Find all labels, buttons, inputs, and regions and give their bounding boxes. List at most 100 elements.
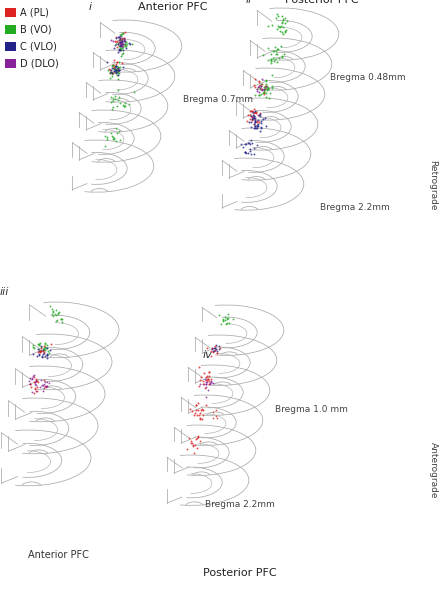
Point <box>53 306 60 315</box>
Point <box>224 313 231 323</box>
Point <box>125 99 132 109</box>
Point <box>199 411 206 420</box>
Point <box>114 65 121 74</box>
Point <box>248 149 255 159</box>
Point <box>109 61 116 70</box>
Point <box>111 63 118 72</box>
Point <box>195 362 202 372</box>
Point <box>269 81 276 90</box>
Point <box>113 65 120 75</box>
Text: C (VLO): C (VLO) <box>20 41 57 51</box>
Point <box>118 38 125 48</box>
Point <box>274 49 281 58</box>
Point <box>55 309 62 318</box>
Point <box>117 44 124 53</box>
Point <box>114 65 121 75</box>
Point <box>197 379 204 389</box>
Point <box>281 14 288 23</box>
Point <box>208 375 215 384</box>
Point <box>254 84 261 93</box>
Point <box>268 54 275 64</box>
Point <box>262 93 269 102</box>
Point <box>37 375 44 385</box>
Point <box>258 80 265 89</box>
Point <box>51 309 59 319</box>
Point <box>222 320 229 329</box>
Point <box>196 436 203 445</box>
Point <box>117 32 124 41</box>
Point <box>31 384 38 393</box>
Point <box>208 344 215 353</box>
Point <box>109 68 116 78</box>
Point <box>258 75 265 84</box>
Point <box>45 348 52 358</box>
Point <box>43 350 50 360</box>
Point <box>36 348 43 357</box>
Point <box>33 375 40 385</box>
Point <box>118 43 125 53</box>
Point <box>256 90 263 100</box>
Point <box>122 39 129 48</box>
Point <box>274 57 281 67</box>
Point <box>251 117 258 127</box>
Point <box>40 349 47 359</box>
Point <box>38 380 45 389</box>
Point <box>41 349 48 358</box>
Point <box>272 49 279 58</box>
Point <box>267 57 274 66</box>
Point <box>266 88 273 98</box>
Point <box>205 385 212 394</box>
Point <box>111 67 118 76</box>
Point <box>121 101 128 110</box>
Point <box>123 39 130 48</box>
Point <box>109 103 116 112</box>
Point <box>242 147 249 156</box>
Point <box>118 40 125 50</box>
Point <box>249 113 257 123</box>
Point <box>108 62 115 71</box>
Point <box>31 377 38 386</box>
Point <box>116 38 123 47</box>
Point <box>26 373 33 383</box>
Point <box>214 413 221 422</box>
Point <box>245 138 252 148</box>
Point <box>248 122 255 132</box>
Point <box>111 91 118 101</box>
Point <box>251 114 258 123</box>
Point <box>205 376 213 385</box>
Point <box>279 22 286 32</box>
Point <box>117 33 124 42</box>
Point <box>248 117 255 127</box>
Point <box>256 83 263 92</box>
Point <box>277 42 284 51</box>
Point <box>121 33 128 42</box>
Point <box>203 375 210 385</box>
Point <box>260 86 268 95</box>
Point <box>113 32 120 42</box>
Point <box>109 104 116 114</box>
Point <box>117 45 124 54</box>
Point <box>219 316 226 326</box>
Point <box>35 339 42 349</box>
Point <box>193 433 200 442</box>
Point <box>271 54 279 64</box>
Point <box>269 83 276 93</box>
Point <box>253 122 260 131</box>
Point <box>111 133 118 143</box>
Point <box>257 116 264 125</box>
Point <box>213 340 220 350</box>
Point <box>32 380 39 389</box>
Text: Anterograde: Anterograde <box>429 442 437 498</box>
Point <box>279 15 286 24</box>
Point <box>48 304 55 313</box>
Text: Bregma 2.2mm: Bregma 2.2mm <box>205 500 275 509</box>
Point <box>26 379 33 388</box>
Point <box>37 346 44 356</box>
Point <box>268 58 275 68</box>
Point <box>196 381 203 391</box>
Point <box>113 37 120 47</box>
Point <box>273 9 280 18</box>
Point <box>35 340 42 349</box>
Point <box>113 36 120 45</box>
Point <box>109 68 116 77</box>
